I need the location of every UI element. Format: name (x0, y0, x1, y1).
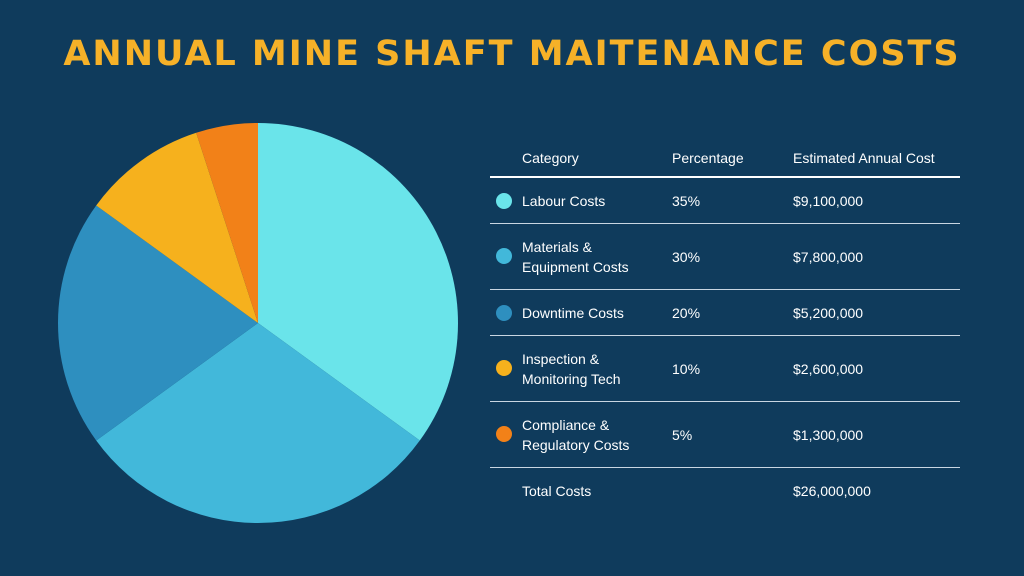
row-category: Downtime Costs (522, 305, 624, 321)
pie-slice-labour-costs (258, 123, 458, 441)
table-header: Category Percentage Estimated Annual Cos… (490, 140, 960, 178)
row-cost: $9,100,000 (793, 193, 864, 209)
row-cost: $5,200,000 (793, 305, 864, 321)
total-label: Total Costs (522, 483, 592, 499)
row-category-line2: Regulatory Costs (522, 437, 630, 453)
row-percentage: 30% (672, 249, 701, 265)
header-category: Category (522, 150, 579, 166)
table-row: Downtime Costs 20% $5,200,000 (490, 290, 960, 336)
cost-table: Category Percentage Estimated Annual Cos… (490, 140, 960, 514)
row-percentage: 10% (672, 361, 701, 377)
pie-slice-compliance-regulatory-costs (196, 123, 258, 323)
row-category: Inspection & (522, 351, 600, 367)
row-cost: $1,300,000 (793, 427, 864, 443)
table-row: Compliance & Regulatory Costs 5% $1,300,… (490, 402, 960, 468)
header-percentage: Percentage (672, 150, 744, 166)
row-category: Materials & (522, 239, 593, 255)
row-category-line2: Monitoring Tech (522, 371, 621, 387)
legend-dot-icon (496, 248, 512, 264)
row-category-line2: Equipment Costs (522, 259, 629, 275)
legend-dot-icon (496, 193, 512, 209)
pie-slice-inspection-monitoring-tech (96, 132, 258, 323)
legend-dot-icon (496, 426, 512, 442)
legend-dot-icon (496, 360, 512, 376)
total-row: Total Costs $26,000,000 (490, 468, 960, 514)
table-row: Labour Costs 35% $9,100,000 (490, 178, 960, 224)
pie-slice-materials-equipment-costs (96, 323, 420, 523)
row-cost: $2,600,000 (793, 361, 864, 377)
row-category: Labour Costs (522, 193, 606, 209)
row-percentage: 35% (672, 193, 701, 209)
row-percentage: 5% (672, 427, 693, 443)
row-category: Compliance & (522, 417, 610, 433)
chart-title: ANNUAL MINE SHAFT MAITENANCE COSTS (63, 34, 961, 74)
row-percentage: 20% (672, 305, 701, 321)
row-cost: $7,800,000 (793, 249, 864, 265)
header-estimated-annual-cost: Estimated Annual Cost (793, 150, 935, 166)
legend-dot-icon (496, 305, 512, 321)
pie-slice-downtime-costs (58, 205, 259, 441)
total-cost: $26,000,000 (793, 483, 871, 499)
table-row: Materials & Equipment Costs 30% $7,800,0… (490, 224, 960, 290)
table-row: Inspection & Monitoring Tech 10% $2,600,… (490, 336, 960, 402)
